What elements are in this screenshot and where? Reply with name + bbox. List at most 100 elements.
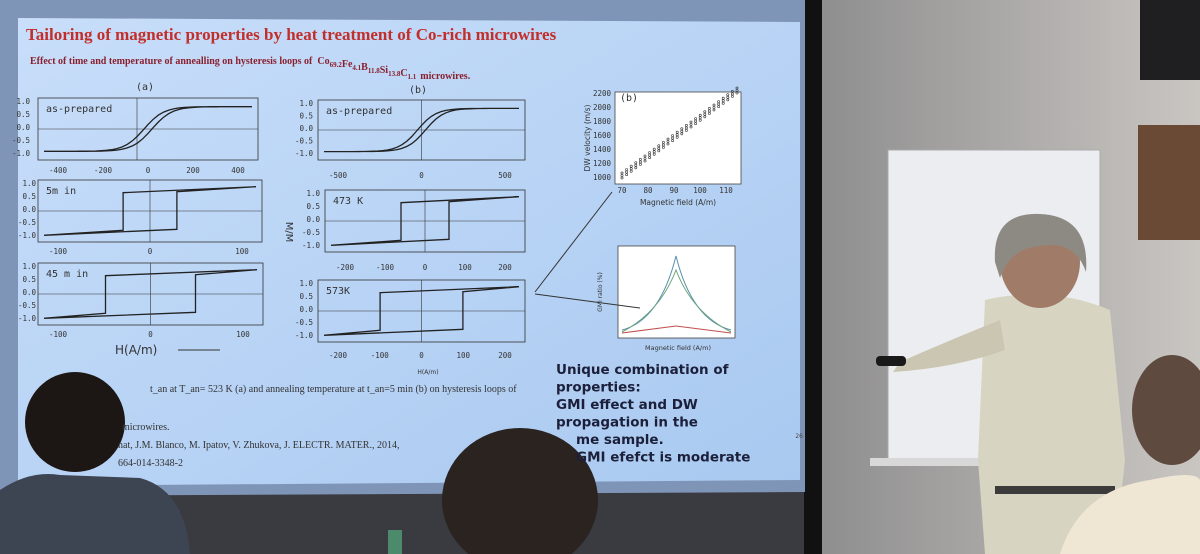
y-tick-label: 0.5: [22, 275, 36, 284]
y-axis-label: DW velocity (m/s): [583, 105, 592, 172]
x-tick-label: 80: [643, 186, 653, 195]
y-tick-label: -0.5: [18, 301, 36, 310]
clicker: [876, 356, 906, 366]
dw-point: [648, 151, 652, 155]
dw-point: [735, 91, 739, 95]
belt: [995, 486, 1115, 494]
x-tick-label: 200: [498, 351, 512, 360]
caption-line: microwires.: [122, 422, 170, 433]
audience-body: [0, 474, 190, 554]
dw-point: [634, 161, 638, 165]
y-tick-label: 1.0: [22, 262, 36, 271]
highlight-line: properties:: [556, 380, 641, 396]
x-tick-label: -100: [376, 263, 395, 272]
x-tick-label: 0: [148, 247, 153, 256]
dw-point: [698, 113, 702, 117]
dw-point: [662, 140, 665, 144]
dw-point: [680, 127, 684, 131]
plot-tag: as-prepared: [326, 106, 392, 117]
dw-point: [721, 99, 725, 103]
dw-point: [639, 157, 642, 161]
y-tick-label: 2000: [593, 103, 612, 112]
y-tick-label: -0.5: [18, 218, 36, 227]
dw-point: [735, 86, 739, 90]
y-tick-label: 1.0: [299, 99, 313, 108]
dw-point: [731, 90, 734, 93]
y-tick-label: -0.5: [12, 136, 30, 145]
caption-line: t_an at T_an= 523 K (a) and annealing te…: [150, 384, 517, 395]
arrow: [534, 191, 613, 293]
x-tick-label: 100: [236, 330, 250, 339]
y-tick-label: -1.0: [18, 231, 37, 240]
audience-head: [25, 372, 125, 472]
dw-point: [671, 134, 675, 138]
panel-label: (a): [136, 82, 154, 93]
dw-point: [717, 100, 721, 104]
dw-point: [685, 126, 688, 130]
divider: [804, 0, 822, 554]
x-tick-label: 0: [146, 166, 151, 175]
y-tick-label: -1.0: [302, 241, 321, 250]
y-tick-label: 0.5: [22, 192, 36, 201]
loop-curve: [43, 186, 257, 236]
y-tick-label: 0.0: [299, 305, 313, 314]
x-tick-label: 0: [148, 330, 153, 339]
dw-point: [643, 154, 647, 158]
audience-head: [1132, 355, 1200, 465]
y-tick-label: 0.5: [299, 292, 313, 301]
gmi-curve: [621, 255, 732, 331]
dw-point: [652, 147, 656, 151]
y-tick-label: 1400: [593, 145, 612, 154]
highlight-line: me sample.: [576, 432, 664, 448]
x-tick-label: 400: [231, 166, 245, 175]
dw-point: [694, 117, 698, 121]
subtitle-text: Effect of time and temperature of anneal…: [30, 56, 313, 67]
y-tick-label: 0.5: [306, 202, 320, 211]
dw-point: [712, 108, 716, 112]
loop-curve: [323, 286, 520, 336]
presenter-hair: [994, 213, 1087, 278]
dw-point: [712, 106, 716, 109]
dw-point: [675, 130, 679, 134]
highlight-line: Unique combination of: [556, 362, 729, 378]
dw-point: [685, 124, 688, 127]
formula-element: B: [361, 62, 368, 73]
dw-point: [735, 89, 739, 92]
dw-point: [694, 119, 698, 123]
dw-point: [698, 116, 702, 120]
x-tick-label: 110: [719, 186, 733, 195]
dw-point: [731, 95, 734, 98]
subtitle-end: microwires.: [420, 71, 470, 82]
formula-subscript: 4.1: [352, 64, 361, 72]
dw-point: [731, 92, 734, 96]
dw-point: [689, 120, 693, 124]
x-tick-label: 0: [419, 351, 424, 360]
presenter-arm: [893, 320, 1005, 372]
caption-line: 664-014-3348-2: [118, 458, 183, 469]
dw-point: [721, 101, 725, 105]
x-tick-label: -100: [371, 351, 390, 360]
speaker-box: [1140, 0, 1200, 80]
x-axis-label: H(A/m): [417, 369, 438, 376]
loop-curve: [44, 106, 252, 152]
y-tick-label: 0.0: [16, 123, 30, 132]
dw-point: [703, 110, 707, 114]
dw-point: [698, 118, 702, 122]
y-tick-label: -0.5: [302, 228, 320, 237]
y-tick-label: -0.5: [295, 137, 313, 146]
dw-point: [726, 95, 730, 99]
x-tick-label: -200: [336, 263, 355, 272]
x-axis-label: Magnetic field (A/m): [640, 198, 716, 207]
panel-label: (b): [620, 93, 638, 104]
formula-element: C: [400, 68, 407, 79]
x-tick-label: -200: [94, 166, 113, 175]
x-tick-label: 100: [458, 263, 472, 272]
caption-line: nat, J.M. Blanco, M. Ipatov, V. Zhukova,…: [118, 440, 399, 451]
y-tick-label: 1.0: [306, 189, 320, 198]
panel-label: (b): [409, 85, 427, 96]
x-axis-label: Magnetic field (A/m): [645, 344, 711, 352]
x-tick-label: 0: [419, 171, 424, 180]
y-tick-label: 1200: [593, 159, 612, 168]
highlight-line: GMI efefct is moderate: [576, 450, 750, 466]
